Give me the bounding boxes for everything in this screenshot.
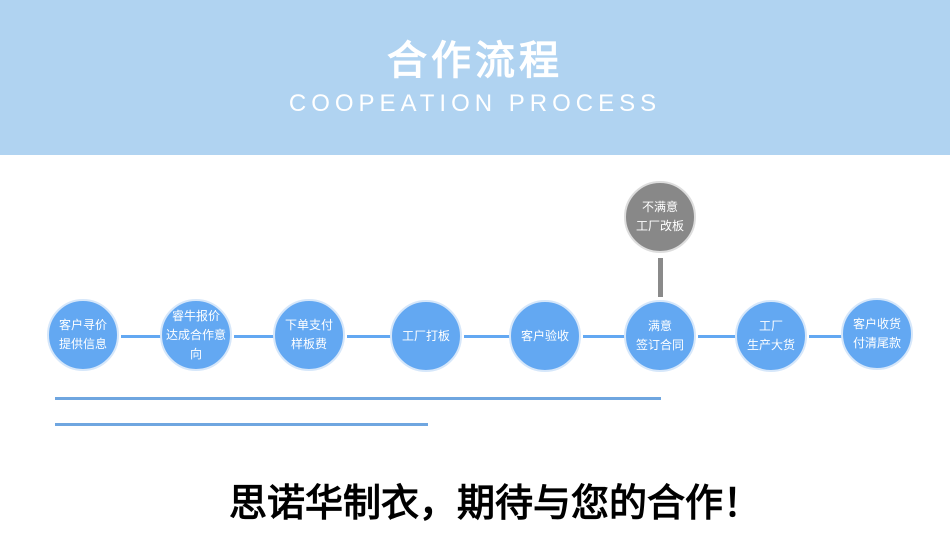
step-text: 客户验收 — [520, 328, 569, 343]
step-text: 工厂 — [758, 319, 783, 333]
branch-connector — [658, 258, 663, 297]
connector — [698, 335, 736, 338]
step-text: 满意 — [647, 319, 672, 333]
step-text: 签订合同 — [635, 338, 684, 352]
step-5: 客户验收 — [509, 300, 581, 372]
slogan: 思诺华制衣，期待与您的合作！ — [228, 480, 761, 525]
step-text: 提供信息 — [58, 337, 107, 351]
connector — [121, 335, 161, 338]
step-2: 睿牛报价达成合作意向 — [160, 299, 232, 371]
step-3: 下单支付 样板费 — [273, 299, 345, 371]
step-text: 不满意 — [641, 200, 678, 214]
divider-line — [55, 397, 661, 400]
connector — [809, 335, 842, 338]
step-1: 客户寻价 提供信息 — [47, 299, 119, 371]
step-4: 工厂打板 — [390, 300, 462, 372]
step-text: 生产大货 — [746, 338, 795, 352]
header-banner: 合作流程 COOPEATION PROCESS — [0, 0, 950, 155]
step-7: 工厂 生产大货 — [735, 300, 807, 372]
step-text: 客户寻价 — [58, 318, 107, 332]
step-text: 达成合作意向 — [165, 327, 226, 361]
step-text: 样板费 — [290, 337, 327, 351]
step-6: 满意 签订合同 — [624, 300, 696, 372]
step-text: 客户收货 — [852, 317, 901, 331]
connector — [464, 335, 510, 338]
branch-step: 不满意 工厂改板 — [624, 181, 696, 253]
step-text: 睿牛报价 — [171, 308, 220, 323]
step-text: 下单支付 — [284, 318, 333, 332]
divider-line — [55, 423, 428, 426]
page-title: 合作流程 — [387, 38, 563, 84]
connector — [347, 335, 391, 338]
step-8: 客户收货 付清尾款 — [841, 298, 913, 370]
page-subtitle: COOPEATION PROCESS — [288, 90, 662, 117]
connector — [234, 335, 274, 338]
connector — [583, 335, 625, 338]
step-text: 工厂打板 — [401, 328, 450, 343]
step-text: 工厂改板 — [635, 219, 684, 233]
step-text: 付清尾款 — [852, 336, 901, 350]
